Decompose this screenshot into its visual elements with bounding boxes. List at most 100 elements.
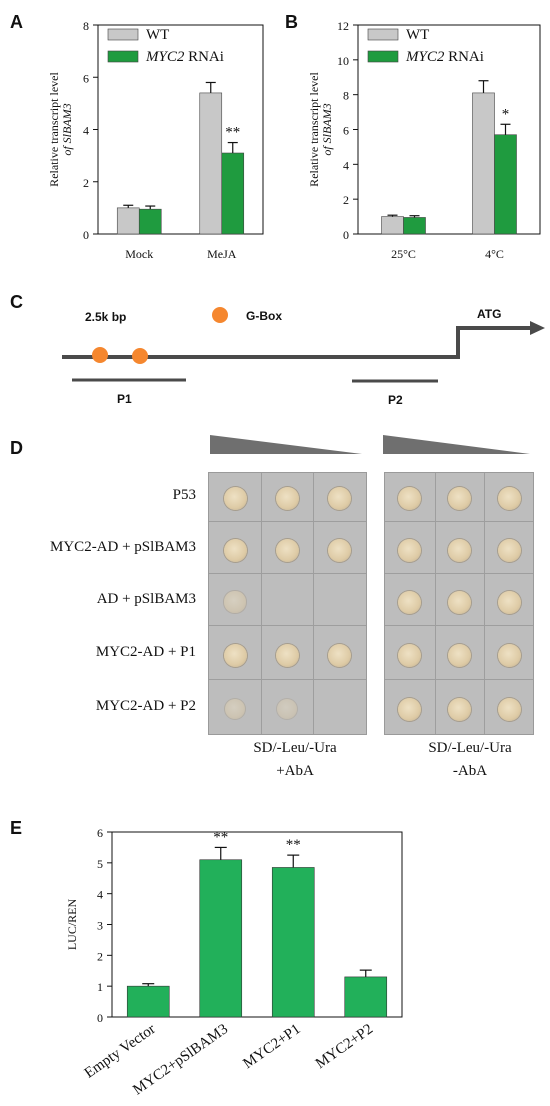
colony-right-2-0 [397,590,421,614]
colony-right-4-0 [397,697,421,721]
chart-e-annotation-0: ** [213,829,228,845]
colony-right-2-2 [497,590,521,614]
chart-e-xlabel-2: MYC2+P1 [240,1021,303,1072]
colony-left-0-0 [223,486,247,510]
colony-right-4-2 [497,697,521,721]
probe-p2-label: P2 [388,393,403,407]
chart-a-ytick-label-3: 6 [83,71,89,85]
chart-e-ytick-label-3: 3 [97,919,103,933]
chart-b-ytick-label-5: 10 [337,54,349,68]
colony-left-0-2 [327,486,351,510]
colony-left-1-2 [327,538,351,562]
chart-a-legend-rnai-suffix: RNAi [184,49,224,65]
colony-left-3-1 [275,643,299,667]
chart-a-ylabel-line2: of SlBAM3 [60,103,74,155]
gbox-site-1 [92,347,108,363]
chart-b-annotation-0: * [502,106,510,122]
chart-e-ytick-label-4: 4 [97,888,103,902]
colony-right-3-2 [497,643,521,667]
colony-right-0-0 [397,486,421,510]
atg-label: ATG [477,307,501,321]
colony-right-4-1 [447,697,471,721]
chart-b-xlabel-0: 25°C [391,247,416,261]
plate-left-label-1: SD/-Leu/-Ura [253,740,337,756]
chart-e-bar-0 [126,985,170,1018]
chart-e-ylabel: LUC/REN [65,899,79,951]
length-label: 2.5k bp [85,310,126,324]
colony-right-3-0 [397,643,421,667]
chart-b-ytick-label-2: 4 [343,158,349,172]
gbox-legend-label: G-Box [246,309,282,323]
dilution-wedge-right [383,435,530,454]
chart-a-legend-wt: WT [146,27,169,43]
chart-b-ytick-label-4: 8 [343,89,349,103]
chart-e-bar-2 [271,867,315,1018]
colony-left-1-0 [223,538,247,562]
colony-right-1-0 [397,538,421,562]
colony-right-0-2 [497,486,521,510]
chart-a-legend-gene: MYC2 [145,49,185,65]
chart-e-ytick-label-2: 2 [97,949,103,963]
panel-b-letter: B [285,12,298,32]
chart-b-legend-swatch-rnai [367,50,399,63]
colony-right-1-1 [447,538,471,562]
yeast-row-label: P53 [172,487,196,503]
plate-minus-aba [384,472,534,735]
chart-a-legend-swatch-wt [107,28,139,41]
chart-a-ytick-label-0: 0 [83,228,89,242]
panel-a-letter: A [10,12,23,32]
chart-b-ytick-label-1: 2 [343,193,349,207]
chart-b-legend-swatch-wt [367,28,399,41]
chart-a-annotation-0: ** [225,125,240,141]
colony-right-0-1 [447,486,471,510]
chart-a-xlabel-1: MeJA [207,247,237,261]
chart-e-xlabel-3: MYC2+P2 [313,1021,376,1072]
panel-e-letter: E [10,818,23,838]
chart-a-xlabel-0: Mock [125,247,153,261]
colony-left-4-1 [276,698,298,720]
chart-a-ytick-label-4: 8 [83,19,89,33]
chart-a-ytick-label-2: 4 [83,124,89,138]
gbox-site-2 [132,348,148,364]
chart-a-legend-swatch-rnai [107,50,139,63]
chart-e-ytick-label-1: 1 [97,980,103,994]
colony-left-2-0 [224,591,246,613]
chart-b-legend-wt: WT [406,27,429,43]
chart-b-ylabel-line1: Relative transcript level [307,72,321,187]
yeast-row-label: AD + pSlBAM3 [96,591,196,607]
chart-e-annotation-1: ** [286,837,301,853]
yeast-row-label: MYC2-AD + P2 [95,698,196,714]
chart-b-legend-gene: MYC2 [405,49,445,65]
chart-a-ylabel-line1: Relative transcript level [47,72,61,187]
plate-plus-aba [208,472,367,735]
chart-b-ytick-label-3: 6 [343,124,349,138]
colony-left-3-0 [223,643,247,667]
probe-p1-label: P1 [117,392,132,406]
plate-right-label-1: SD/-Leu/-Ura [428,740,512,756]
yeast-row-label: MYC2-AD + P1 [95,644,196,660]
plate-left-label-2: +AbA [276,763,314,779]
dilution-wedge-left [210,435,362,454]
gbox-legend-dot [212,307,228,323]
chart-b-ylabel-line2: of SlBAM3 [320,103,334,155]
plate-right-label-2: -AbA [452,763,488,779]
chart-e-ytick-label-0: 0 [97,1011,103,1025]
chart-b-xlabel-1: 4°C [485,247,504,261]
chart-b-legend-rnai-suffix: RNAi [444,49,484,65]
chart-a-legend-rnai: MYC2 RNAi [145,49,224,65]
yeast-row-label: MYC2-AD + pSlBAM3 [50,539,196,555]
colony-left-3-2 [327,643,351,667]
chart-e-ytick-label-5: 5 [97,857,103,871]
panel-d-letter: D [10,438,23,458]
chart-e-bar-1 [199,859,243,1018]
chart-b-ytick-label-0: 0 [343,228,349,242]
transcription-arrow-head [530,321,545,335]
colony-left-4-0 [224,698,246,720]
chart-e-ytick-label-6: 6 [97,826,103,840]
colony-left-1-1 [275,538,299,562]
